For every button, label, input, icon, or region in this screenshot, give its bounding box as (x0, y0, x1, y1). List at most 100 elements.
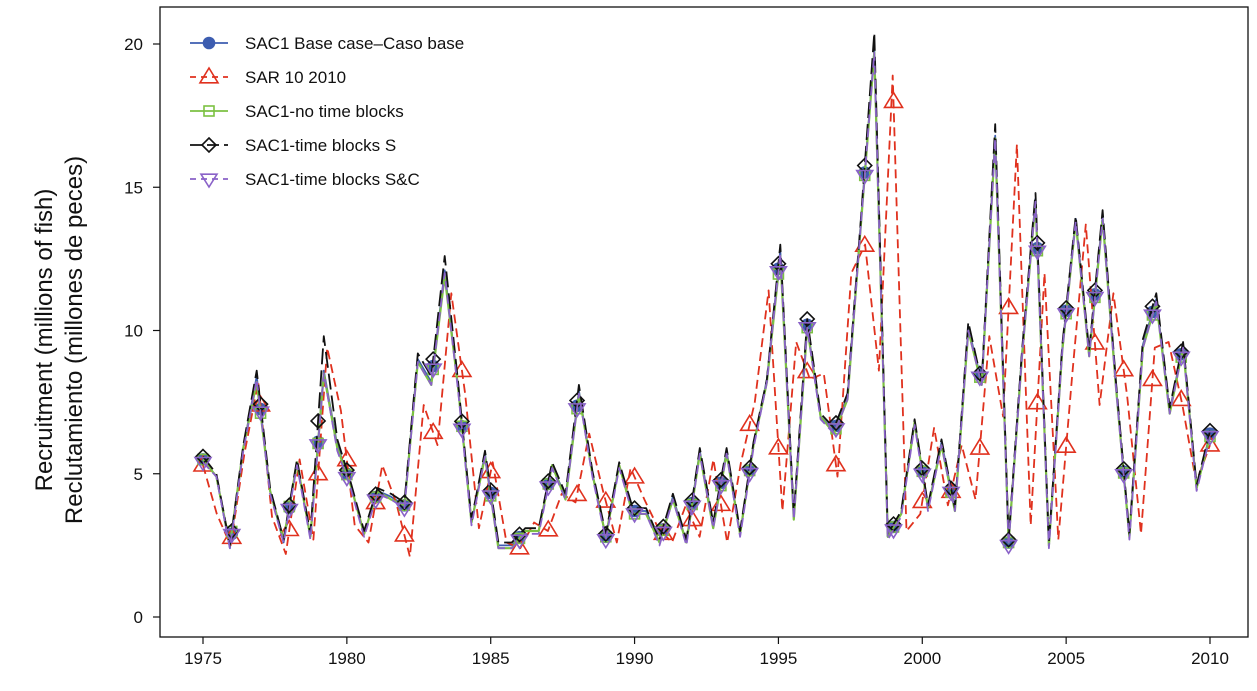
legend-label: SAC1-time blocks S&C (245, 170, 420, 189)
series-marker (1142, 369, 1163, 387)
series-marker (1199, 434, 1221, 452)
series-marker (884, 524, 903, 540)
x-tick-label: 1985 (472, 649, 510, 668)
series-marker (970, 371, 990, 387)
series-marker (1055, 435, 1077, 453)
legend-label: SAC1-time blocks S (245, 136, 396, 155)
series-marker (768, 437, 789, 455)
x-tick-label: 2005 (1047, 649, 1085, 668)
legend-item: SAC1 Base case–Caso base (190, 34, 464, 53)
series-marker (1143, 309, 1162, 325)
series-marker (481, 490, 501, 506)
series-marker (1000, 531, 1017, 548)
y-tick-label: 0 (134, 608, 143, 627)
series-marker (971, 365, 988, 382)
axis-ticks: 1975 1980 1985 1990 1995 2000 2005 2010 0 5 10 15 20 (124, 35, 1229, 668)
legend-item: SAR 10 2010 (190, 66, 346, 87)
series-marker (624, 466, 645, 484)
series-marker (510, 534, 529, 550)
legend-marker (199, 173, 219, 189)
series-marker (567, 403, 587, 419)
series-marker (799, 310, 816, 328)
legend-item: SAC1-no time blocks (190, 102, 404, 121)
series-marker (423, 363, 443, 379)
series-marker (998, 297, 1020, 315)
series-marker (1058, 299, 1075, 317)
y-tick-label: 5 (134, 465, 143, 484)
series-marker (797, 322, 817, 338)
series-marker (827, 414, 845, 432)
x-tick-label: 1980 (328, 649, 366, 668)
x-tick-label: 1975 (184, 649, 222, 668)
series-line (202, 51, 1211, 550)
x-tick-label: 1995 (760, 649, 798, 668)
series-marker (682, 500, 702, 516)
series-marker (279, 503, 299, 519)
legend-marker (198, 66, 220, 84)
series-marker (537, 519, 559, 537)
series-marker (396, 494, 413, 511)
x-tick-label: 2000 (903, 649, 941, 668)
series-marker (307, 463, 329, 481)
series-marker (222, 528, 242, 544)
legend-marker (203, 105, 215, 117)
series-marker (625, 508, 645, 524)
series-marker (596, 534, 616, 550)
series-line (202, 74, 1211, 558)
series-marker (855, 169, 875, 185)
legend-label: SAC1 Base case–Caso base (245, 34, 464, 53)
series-marker (712, 471, 730, 489)
legend-marker (202, 36, 216, 50)
series-marker (883, 91, 904, 109)
series-marker (509, 537, 530, 555)
series-marker (1026, 392, 1048, 410)
legend-marker (200, 136, 218, 154)
series-marker (308, 439, 328, 455)
series-marker (969, 437, 991, 455)
series-marker (681, 509, 703, 527)
series-marker (796, 361, 818, 379)
series-marker (337, 471, 357, 487)
series-5 (193, 51, 1220, 555)
series-marker (1029, 234, 1046, 252)
series-marker (595, 490, 617, 508)
series-line (202, 31, 1211, 547)
series-marker (1170, 389, 1192, 407)
series-marker (653, 526, 673, 542)
series-marker (1114, 468, 1134, 485)
y-tick-label: 15 (124, 178, 143, 197)
legend-label: SAC1-no time blocks (245, 102, 404, 121)
legend: SAC1 Base case–Caso base SAR 10 2010 SAC1-… (190, 34, 464, 189)
series-marker (281, 497, 298, 514)
legend-label: SAR 10 2010 (245, 68, 346, 87)
series-marker (1056, 308, 1076, 324)
series-marker (1200, 430, 1220, 447)
series-marker (425, 351, 442, 368)
series-marker (655, 518, 672, 535)
y-axis-title-english: Recruitment (millions of fish) (31, 189, 58, 492)
series-marker (826, 423, 846, 439)
series-marker (740, 467, 760, 483)
series-marker (511, 526, 528, 543)
legend-item: SAC1-time blocks S (190, 136, 396, 155)
legend-item: SAC1-time blocks S&C (190, 170, 420, 189)
series-marker (626, 499, 643, 517)
plot-frame (159, 6, 1249, 638)
y-tick-label: 20 (124, 35, 143, 54)
series-marker (394, 502, 414, 518)
series-layer (192, 31, 1221, 558)
series-marker (999, 539, 1019, 555)
series-marker (941, 486, 961, 502)
series-marker (711, 480, 731, 496)
series-marker (538, 481, 558, 497)
series-marker (1027, 245, 1047, 261)
series-marker (251, 406, 270, 422)
series-marker (193, 456, 213, 472)
series-marker (309, 412, 327, 430)
series-marker (452, 423, 472, 439)
series-marker (1085, 291, 1105, 307)
series-marker (422, 421, 444, 440)
y-tick-label: 10 (124, 322, 143, 341)
series-marker (912, 468, 932, 484)
x-tick-label: 1990 (616, 649, 654, 668)
